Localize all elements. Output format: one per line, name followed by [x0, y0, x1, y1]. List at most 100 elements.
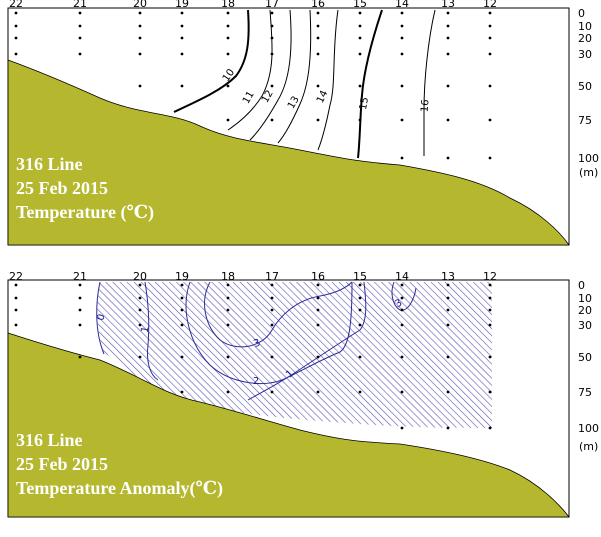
station-label: 21 — [73, 0, 87, 10]
sample-point — [270, 11, 274, 15]
depth-unit: (m) — [579, 166, 598, 179]
sample-point — [270, 308, 274, 312]
anomaly-contour-2 — [185, 281, 353, 384]
sample-point — [316, 24, 320, 28]
sample-point — [316, 323, 320, 327]
sample-point — [358, 24, 362, 28]
sample-point — [226, 52, 230, 56]
temperature-anomaly-panel: 0 1 3 2 1 3 22 21 20 19 18 17 16 15 14 13 12 01020… — [7, 270, 599, 518]
sample-point — [446, 24, 450, 28]
sample-point — [488, 118, 492, 122]
title-line-3: Temperature (℃) — [16, 202, 154, 223]
depth-tick-label: 75 — [578, 386, 592, 399]
sample-point — [488, 323, 492, 327]
sample-point — [78, 11, 82, 15]
sample-point — [400, 323, 404, 327]
sample-point — [488, 24, 492, 28]
sample-point — [488, 156, 492, 160]
station-label: 20 — [133, 270, 147, 283]
sample-point — [316, 308, 320, 312]
sample-point — [316, 355, 320, 359]
sample-point — [316, 118, 320, 122]
isotherm-12 — [249, 9, 292, 141]
sample-point — [358, 118, 362, 122]
sample-point — [488, 52, 492, 56]
sample-point — [488, 296, 492, 300]
station-label: 16 — [311, 0, 325, 10]
sample-point — [400, 156, 404, 160]
sample-point — [446, 11, 450, 15]
station-label: 12 — [483, 0, 497, 10]
sample-point — [14, 283, 18, 287]
sample-point — [180, 11, 184, 15]
sample-point — [226, 296, 230, 300]
sample-point — [446, 323, 450, 327]
sample-point — [488, 283, 492, 287]
depth-tick-label: 100 — [578, 422, 599, 435]
anomaly-contour-3b — [391, 281, 417, 311]
title-line-2: 25 Feb 2015 — [16, 178, 108, 198]
station-label: 12 — [483, 270, 497, 283]
station-label: 17 — [265, 270, 279, 283]
station-label: 13 — [441, 0, 455, 10]
sample-point — [78, 36, 82, 40]
sample-point — [180, 36, 184, 40]
anomaly-label-3: 3 — [252, 337, 262, 350]
sample-point — [226, 390, 230, 394]
depth-tick-label: 0 — [578, 279, 585, 292]
sample-point — [14, 296, 18, 300]
anomaly-label-0: 0 — [95, 313, 107, 322]
sample-point — [400, 355, 404, 359]
title-line-1: 316 Line — [16, 154, 83, 174]
station-label: 15 — [353, 270, 367, 283]
sample-point — [226, 118, 230, 122]
sample-point — [270, 36, 274, 40]
sample-point — [138, 52, 142, 56]
sample-point — [270, 52, 274, 56]
sample-point — [180, 323, 184, 327]
sample-point — [400, 52, 404, 56]
sample-point — [316, 283, 320, 287]
sample-point — [138, 84, 142, 88]
anomaly-contours — [96, 281, 417, 401]
sample-point — [358, 283, 362, 287]
sample-point — [488, 426, 492, 430]
sample-point — [180, 390, 184, 394]
station-label: 22 — [9, 0, 23, 10]
sample-point — [270, 390, 274, 394]
sample-point — [270, 118, 274, 122]
sample-point — [446, 355, 450, 359]
depth-unit: (m) — [579, 440, 598, 453]
anomaly-label-3b: 3 — [393, 297, 404, 310]
sample-point — [400, 390, 404, 394]
sample-point — [180, 283, 184, 287]
station-label: 14 — [395, 0, 409, 10]
sample-point — [138, 355, 142, 359]
station-label: 21 — [73, 270, 87, 283]
sample-point — [78, 52, 82, 56]
sample-point — [358, 84, 362, 88]
sample-point — [138, 36, 142, 40]
sample-point — [78, 323, 82, 327]
depth-tick-label: 50 — [578, 351, 592, 364]
sample-point — [138, 283, 142, 287]
sample-point — [400, 36, 404, 40]
depth-tick-label: 50 — [578, 80, 592, 93]
depth-tick-label: 10 — [578, 292, 592, 305]
sample-point — [14, 36, 18, 40]
sample-point — [358, 308, 362, 312]
sample-point — [14, 52, 18, 56]
sample-point — [446, 84, 450, 88]
sample-point — [14, 323, 18, 327]
sample-point — [138, 296, 142, 300]
isotherm-lines — [173, 9, 436, 159]
depth-tick-label: 10 — [578, 20, 592, 33]
sample-point — [358, 36, 362, 40]
sample-point — [180, 355, 184, 359]
isotherm-label-14: 14 — [315, 89, 330, 105]
temperature-panel: 10 11 12 13 14 15 16 22 21 20 19 18 17 16 15 14 1… — [7, 0, 599, 246]
sample-point — [446, 296, 450, 300]
anomaly-contour-0 — [96, 281, 105, 355]
sample-point — [226, 308, 230, 312]
